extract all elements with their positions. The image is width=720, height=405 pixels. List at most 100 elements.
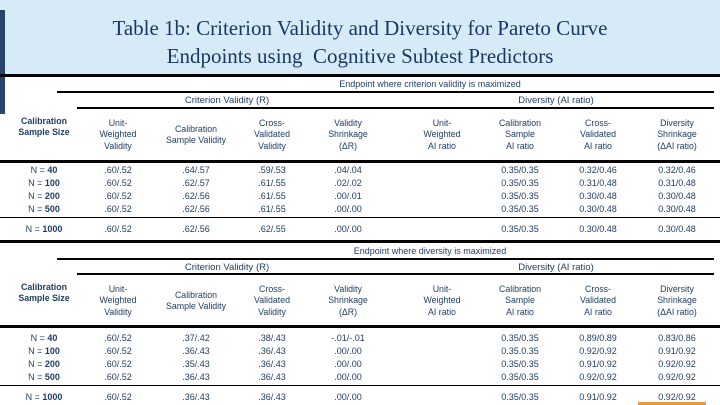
table-cell: 0.35/0.35 (501, 191, 539, 201)
table-cell: 0.35/0.35 (501, 165, 539, 175)
column-header-cross-validated-validity: Cross- Validated Validity (253, 117, 291, 151)
table-cell: .36/.43 (182, 372, 210, 382)
table-cell: 0.92/0.92 (579, 346, 617, 356)
table-cell: .64/.57 (182, 165, 210, 175)
table-cell: .62/.56 (182, 204, 210, 214)
table-cell: 0.35/0.35 (501, 224, 539, 234)
table-cell: .00/.00 (334, 392, 362, 402)
table-row: N = 200 .60/.52 .35/.43 .36/.43 .00/.00 0.35/… (0, 358, 720, 370)
table-cell: .00/.00 (334, 346, 362, 356)
endpoint-header-section-2: Endpoint where diversity is maximized (353, 246, 507, 256)
left-accent-bar (0, 10, 5, 114)
table-cell: 0.91/0.92 (579, 392, 617, 402)
table-cell: .36/.43 (258, 392, 286, 402)
table-cell: .36/.43 (258, 372, 286, 382)
table-row: N = 500 .60/.52 .62/.56 .61/.55 .00/.00 0.35/… (0, 203, 720, 215)
table-cell: 0.32/0.46 (658, 165, 696, 175)
table-cell: .00/.01 (334, 191, 362, 201)
table-cell: 0.91/0.92 (658, 346, 696, 356)
table-cell: -.01/-.01 (331, 333, 365, 343)
group-underline (77, 273, 714, 275)
table-cell: .38/.43 (258, 333, 286, 343)
table-cell: .37/.42 (182, 333, 210, 343)
table-row: N = 40 .60/.52 .37/.42 .38/.43 -.01/-.01 0.35… (0, 332, 720, 344)
row-separator-line (0, 217, 720, 218)
column-header-cross-validated-validity: Cross- Validated Validity (253, 283, 291, 317)
group-underline (77, 107, 714, 109)
table-cell: .60/.52 (104, 372, 132, 382)
table-cell: 0.83/0.86 (658, 333, 696, 343)
row-label-sample-size: N = 200 (28, 359, 60, 369)
group-header-diversity: Diversity (AI ratio) (518, 95, 594, 106)
column-header-diversity-shrinkage: Diversity Shrinkage (ΔAI ratio) (657, 283, 697, 317)
table-row: N = 500 .60/.52 .36/.43 .36/.43 .00/.00 0.35/… (0, 371, 720, 383)
table-cell: 0.30/0.48 (579, 204, 617, 214)
slide-title-line-1: Table 1b: Criterion Validity and Diversi… (112, 16, 608, 40)
row-label-sample-size: N = 100 (28, 178, 60, 188)
header-rule (0, 160, 720, 163)
table-cell: .60/.52 (104, 178, 132, 188)
table-cell: 0.31/0.48 (658, 178, 696, 188)
table-cell: .36/.43 (258, 359, 286, 369)
group-header-diversity: Diversity (AI ratio) (518, 262, 594, 273)
row-label-sample-size: N = 200 (28, 191, 60, 201)
table-cell: .36/.43 (182, 346, 210, 356)
table-row: N = 1000 .60/.52 .62/.56 .62/.55 .00/.00 0.35… (0, 223, 720, 235)
table-cell: 0.32/0.46 (579, 165, 617, 175)
table-row: N = 200 .60/.52 .62/.56 .61/.55 .00/.01 0.35/… (0, 190, 720, 202)
column-header-calibration-sample-validity: Calibration Sample Validity (166, 123, 226, 146)
table-cell: .60/.52 (104, 359, 132, 369)
table-cell: .00/.00 (334, 204, 362, 214)
column-header-unit-weighted-validity: Unit- Weighted Validity (99, 117, 137, 151)
table-cell: 0.30/0.48 (579, 224, 617, 234)
column-header-calibration-sample-ai-ratio: Calibration Sample AI ratio (498, 283, 542, 317)
table-cell: 0.35/0.35 (501, 392, 539, 402)
table-cell: .62/.55 (258, 224, 286, 234)
table-cell: .36/.43 (182, 392, 210, 402)
group-header-criterion-validity: Criterion Validity (R) (184, 95, 270, 106)
bottom-accent-bar (638, 402, 706, 405)
endpoint-header-section-1: Endpoint where criterion validity is max… (339, 79, 521, 89)
table-cell: .00/.00 (334, 372, 362, 382)
table-cell: 0.92/0.92 (579, 372, 617, 382)
table-cell (406, 371, 478, 383)
table-cell: .60/.52 (104, 392, 132, 402)
table-cell: .60/.52 (104, 191, 132, 201)
table-cell: 0.92/0.92 (658, 359, 696, 369)
table-cell: .02/.02 (334, 178, 362, 188)
table-cell: 0.89/0.89 (579, 333, 617, 343)
table-row: N = 1000 .60/.52 .36/.43 .36/.43 .00/.00 0.35… (0, 391, 720, 403)
table-cell (406, 345, 478, 357)
table-cell: 0.30/0.48 (579, 191, 617, 201)
table-cell: 0.35/0.35 (501, 372, 539, 382)
table-cell: .60/.52 (104, 165, 132, 175)
table-cell: 0.35/0.35 (501, 204, 539, 214)
table-cell: .00/.00 (334, 359, 362, 369)
table-cell: .61/.55 (258, 204, 286, 214)
table-row: N = 100 .60/.52 .36/.43 .36/.43 .00/.00 0.35.… (0, 345, 720, 357)
table-cell: 0.35/0.35 (501, 178, 539, 188)
column-header-unit-weighted-ai-ratio: Unit- Weighted AI ratio (423, 283, 461, 317)
table-cell: .60/.52 (104, 333, 132, 343)
row-label-sample-size: N = 1000 (25, 392, 63, 402)
column-header-unit-weighted-validity: Unit- Weighted Validity (99, 283, 137, 317)
table-row: N = 100 .60/.52 .62/.57 .61/.55 .02/.02 0.35/… (0, 177, 720, 189)
column-header-calibration-sample-size: Calibration Sample Size (18, 115, 70, 138)
table-cell: .60/.52 (104, 224, 132, 234)
column-header-calibration-sample-validity: Calibration Sample Validity (166, 289, 226, 312)
table-cell: .59/.53 (258, 165, 286, 175)
column-header-cross-validated-ai-ratio: Cross- Validated AI ratio (579, 283, 617, 317)
table-cell: .61/.55 (258, 191, 286, 201)
table-cell: .62/.57 (182, 178, 210, 188)
row-label-sample-size: N = 40 (30, 333, 58, 343)
column-header-diversity-shrinkage: Diversity Shrinkage (ΔAI ratio) (657, 117, 697, 151)
table-cell: 0.30/0.48 (658, 224, 696, 234)
column-headers-section-2: Calibration Sample Size Unit- Weighted V… (0, 277, 720, 325)
table-cell (406, 332, 478, 344)
table-cell: 0.92/0.92 (658, 392, 696, 402)
endpoint-underline (57, 258, 714, 260)
section-divider-rule (0, 240, 720, 243)
title-rule (0, 74, 720, 77)
slide-title-line-2: Endpoints using Cognitive Subtest Predic… (166, 44, 554, 68)
